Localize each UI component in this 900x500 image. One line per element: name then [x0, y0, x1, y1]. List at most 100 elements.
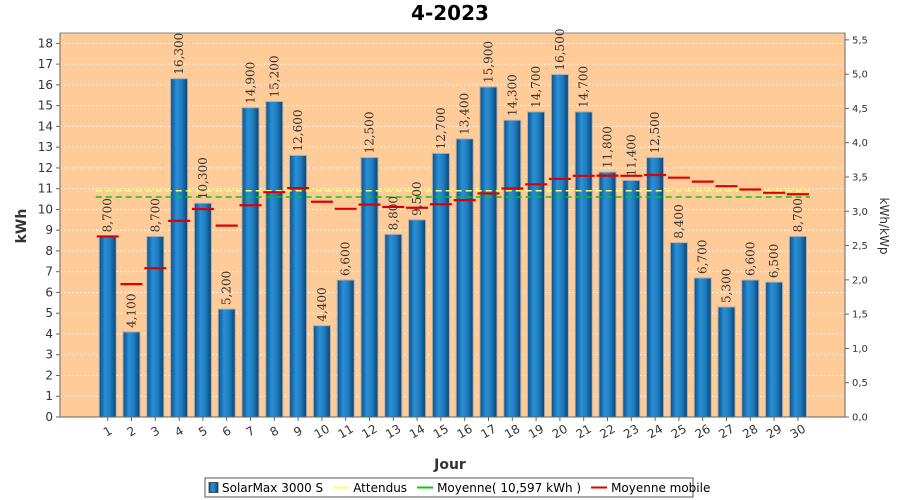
legend-label: Moyenne mobile [611, 481, 710, 495]
y-tick-label: 3 [45, 348, 53, 362]
bar [312, 325, 331, 418]
bar [527, 111, 546, 418]
bar-data-label: 10,300 [196, 157, 210, 199]
y-tick-label: 10 [38, 202, 53, 216]
x-tick-label: 10 [312, 422, 332, 442]
y2-tick-label: 4,5 [852, 104, 868, 115]
x-tick-label: 29 [764, 422, 784, 442]
chart-title: 4-2023 [411, 1, 489, 25]
x-tick-label: 22 [597, 422, 617, 442]
bar [693, 277, 712, 418]
bar-data-label: 14,900 [244, 62, 258, 104]
y-tick-label: 12 [38, 161, 53, 175]
y-tick-label: 9 [45, 223, 53, 237]
bar [408, 219, 427, 418]
bar-data-label: 14,700 [529, 66, 543, 108]
x-tick-label: 23 [621, 422, 641, 442]
bar [550, 74, 569, 418]
bar [384, 233, 403, 418]
bar-data-label: 4,400 [315, 287, 329, 321]
x-tick-label: 13 [383, 422, 403, 442]
y2-tick-label: 3,5 [852, 173, 868, 184]
y-tick-label: 15 [38, 99, 53, 113]
bar [574, 111, 593, 418]
y-tick-label: 1 [45, 389, 53, 403]
bar-data-label: 8,800 [386, 196, 400, 230]
bar [241, 107, 260, 418]
x-tick-label: 15 [431, 422, 451, 442]
y-tick-label: 11 [38, 182, 53, 196]
x-tick-label: 21 [574, 422, 594, 442]
y-tick-label: 18 [38, 36, 53, 50]
y2-tick-label: 4,0 [852, 138, 868, 149]
x-tick-label: 8 [267, 424, 281, 440]
x-tick-label: 16 [455, 422, 475, 442]
plot-area [59, 32, 846, 418]
bar-data-label: 15,900 [482, 41, 496, 83]
bar-data-label: 16,300 [172, 33, 186, 75]
legend-swatch-bar [208, 482, 219, 493]
bar [669, 242, 688, 418]
bar [193, 202, 212, 418]
bar [122, 331, 141, 418]
y-tick-label: 17 [38, 57, 53, 71]
bar-data-label: 12,600 [291, 109, 305, 151]
y-tick-label: 4 [45, 327, 53, 341]
bar [788, 235, 807, 418]
y-tick-label: 6 [45, 285, 53, 299]
y-tick-label: 8 [45, 244, 53, 258]
bar-data-label: 6,600 [743, 242, 757, 276]
bar [598, 171, 617, 418]
x-tick-label: 20 [550, 422, 570, 442]
y-tick-label: 7 [45, 265, 53, 279]
bar [146, 235, 165, 418]
bar-data-label: 8,700 [148, 198, 162, 232]
bar [265, 100, 284, 418]
y-tick-label: 2 [45, 368, 53, 382]
y-tick-label: 0 [45, 410, 53, 424]
x-tick-label: 3 [148, 424, 162, 440]
x-tick-label: 11 [336, 422, 356, 442]
bar-data-label: 6,500 [767, 244, 781, 278]
x-tick-label: 19 [526, 422, 546, 442]
x-tick-label: 4 [172, 424, 186, 440]
bar [336, 279, 355, 418]
y2-tick-label: 5,0 [852, 70, 868, 81]
x-tick-label: 24 [645, 422, 665, 442]
bar [217, 308, 236, 418]
bar-data-label: 11,800 [601, 126, 615, 168]
x-tick-label: 25 [669, 422, 689, 442]
bar-data-label: 8,700 [791, 198, 805, 232]
bar-data-label: 6,700 [696, 240, 710, 274]
x-axis-label: Jour [433, 457, 466, 473]
y2-tick-label: 0,0 [852, 413, 868, 424]
y-axis-label: kWh [14, 209, 30, 244]
bar [98, 235, 117, 418]
bar [741, 279, 760, 418]
bar-data-label: 9,500 [410, 181, 424, 215]
y2-tick-label: 2,5 [852, 241, 868, 252]
legend-label: SolarMax 3000 S [222, 481, 323, 495]
bar [431, 152, 450, 418]
bar-data-label: 14,300 [505, 74, 519, 116]
legend-label: Attendus [353, 481, 407, 495]
x-tick-label: 28 [740, 422, 760, 442]
x-tick-label: 9 [291, 424, 305, 440]
x-tick-label: 26 [693, 422, 713, 442]
y2-tick-label: 0,5 [852, 378, 868, 389]
bar [170, 78, 189, 418]
y2-tick-label: 5,5 [852, 35, 868, 46]
bar-data-label: 11,400 [624, 134, 638, 176]
bar-data-label: 13,400 [458, 93, 472, 135]
bar [503, 119, 522, 418]
y-tick-label: 5 [45, 306, 53, 320]
bar-data-label: 16,500 [553, 29, 567, 71]
y2-tick-label: 2,0 [852, 275, 868, 286]
x-tick-label: 14 [407, 422, 427, 442]
bar [765, 281, 784, 418]
x-tick-label: 5 [196, 424, 210, 440]
x-tick-label: 1 [101, 424, 115, 440]
y-tick-label: 13 [38, 140, 53, 154]
